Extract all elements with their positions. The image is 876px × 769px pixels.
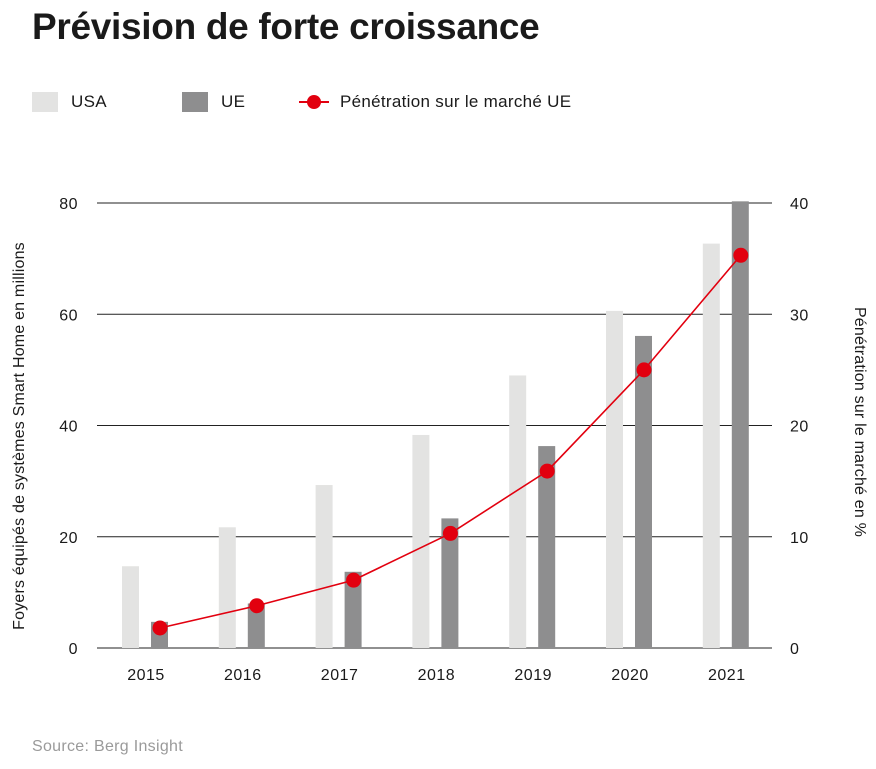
legend-swatch-ue <box>182 92 208 112</box>
x-tick-label: 2018 <box>418 667 456 684</box>
left-tick-label: 20 <box>59 530 78 547</box>
legend-swatch-usa <box>32 92 58 112</box>
bar-ue <box>247 603 265 648</box>
legend-marker-penetration <box>299 92 329 112</box>
legend-label-ue: UE <box>221 92 246 111</box>
penetration-point <box>539 463 555 479</box>
bar-ue <box>635 335 652 648</box>
legend-label-penetration: Pénétration sur le marché UE <box>340 92 572 111</box>
bar-ue <box>344 571 362 648</box>
bar-ue <box>441 518 459 648</box>
bar-usa <box>315 485 333 648</box>
bar-ue <box>731 201 749 649</box>
right-tick-label: 40 <box>790 196 809 213</box>
x-tick-label: 2020 <box>611 667 649 684</box>
right-tick-label: 10 <box>790 530 809 547</box>
chart-title: Prévision de forte croissance <box>32 6 540 47</box>
left-tick-label: 80 <box>59 196 78 213</box>
left-tick-label: 60 <box>59 307 78 324</box>
penetration-point <box>249 598 265 614</box>
bar-usa <box>509 375 527 648</box>
x-tick-label: 2019 <box>514 667 552 684</box>
left-tick-label: 40 <box>59 419 78 436</box>
legend-label-usa: USA <box>71 92 107 111</box>
bar-usa <box>412 434 430 648</box>
legend-item-usa: USA <box>32 90 107 114</box>
right-axis-title: Pénétration sur le marché en % <box>851 307 868 537</box>
x-tick-label: 2016 <box>224 667 262 684</box>
left-tick-label: 0 <box>69 641 78 658</box>
penetration-point <box>442 525 458 541</box>
bar-usa <box>606 310 623 648</box>
x-tick-label: 2015 <box>127 667 165 684</box>
legend-item-penetration: Pénétration sur le marché UE <box>299 90 571 114</box>
penetration-point <box>152 620 168 636</box>
penetration-point <box>346 572 362 588</box>
bar-ue <box>538 446 556 648</box>
penetration-point <box>733 247 749 263</box>
bar-usa <box>702 243 720 648</box>
bar-usa <box>218 527 236 648</box>
legend: USA UE Pénétration sur le marché UE <box>32 90 832 114</box>
right-tick-label: 0 <box>790 641 799 658</box>
source-note: Source: Berg Insight <box>32 738 183 755</box>
right-tick-label: 20 <box>790 419 809 436</box>
legend-item-ue: UE <box>182 90 245 114</box>
x-tick-label: 2021 <box>708 667 746 684</box>
right-tick-label: 30 <box>790 307 809 324</box>
penetration-point <box>636 362 652 378</box>
bar-usa <box>122 566 139 648</box>
left-axis-title: Foyers équipés de systèmes Smart Home en… <box>11 242 28 630</box>
x-tick-label: 2017 <box>321 667 359 684</box>
